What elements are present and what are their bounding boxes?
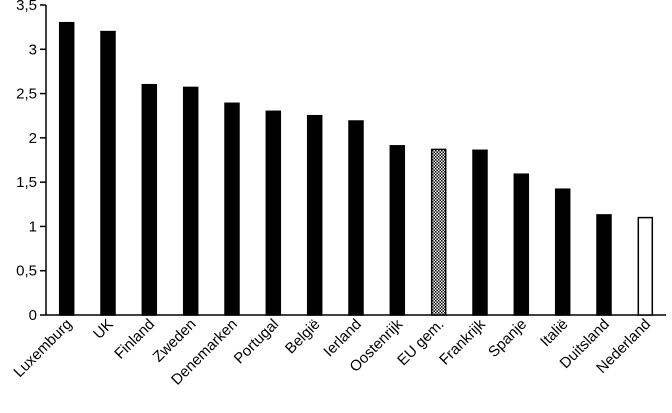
bar-frankrijk: [472, 149, 488, 316]
bar-portugal: [265, 110, 282, 316]
bar-spanje: [513, 173, 530, 316]
y-tick-label: 3: [29, 41, 37, 58]
y-tick-label: 3,5: [16, 0, 37, 14]
bar-finland: [141, 83, 158, 316]
bar-belgi-: [306, 114, 323, 316]
bar-zweden: [182, 86, 199, 316]
bar-luxemburg: [58, 21, 75, 316]
y-tick-label: 2,5: [16, 86, 37, 103]
x-tick-label: België: [282, 316, 324, 358]
bar-nederland: [637, 216, 654, 316]
x-tick-label: Luxemburg: [10, 316, 75, 381]
y-tick-label: 1,5: [16, 174, 37, 191]
bar-oostenrijk: [389, 145, 406, 316]
y-tick-label: 2: [29, 130, 37, 147]
x-tick-label: Spanje: [485, 316, 530, 361]
bar-itali-: [554, 188, 571, 316]
bar-eu-gem-: [430, 148, 447, 316]
x-tick-label: Frankrijk: [436, 315, 489, 368]
bar-denemarken: [224, 102, 240, 316]
x-tick-label: Italië: [537, 316, 571, 350]
y-tick-label: 0,5: [16, 263, 37, 280]
bar-duitsland: [596, 214, 612, 316]
y-tick-label: 1: [29, 218, 37, 235]
x-tick-label: UK: [90, 316, 117, 343]
bar-uk: [100, 30, 116, 316]
bar-ierland: [348, 120, 364, 316]
x-tick-label: Portugal: [231, 316, 283, 368]
y-tick-label: 0: [29, 307, 37, 324]
